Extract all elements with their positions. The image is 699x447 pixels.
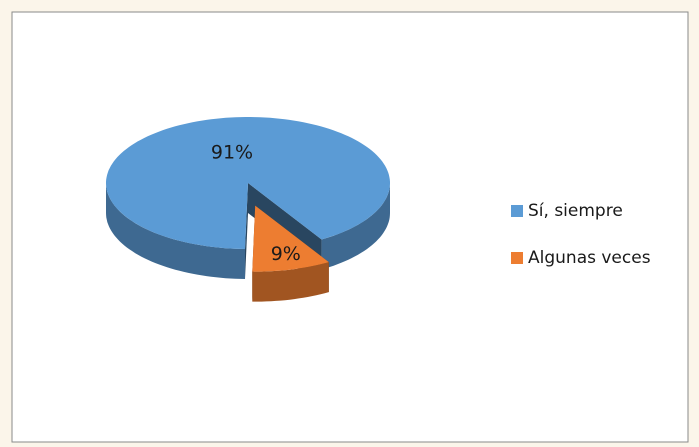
data-label: 9%	[271, 243, 301, 265]
slice-wall	[245, 183, 248, 279]
legend-label: Sí, siempre	[528, 201, 623, 221]
legend-swatch	[511, 252, 523, 264]
legend-label: Algunas veces	[528, 248, 651, 268]
slice-side	[106, 183, 245, 279]
slice-side	[321, 183, 390, 270]
slice-side	[252, 262, 329, 302]
pie-slice	[106, 117, 390, 249]
pie-slice	[252, 205, 329, 272]
legend-swatch	[511, 205, 523, 217]
data-label: 91%	[211, 142, 253, 164]
